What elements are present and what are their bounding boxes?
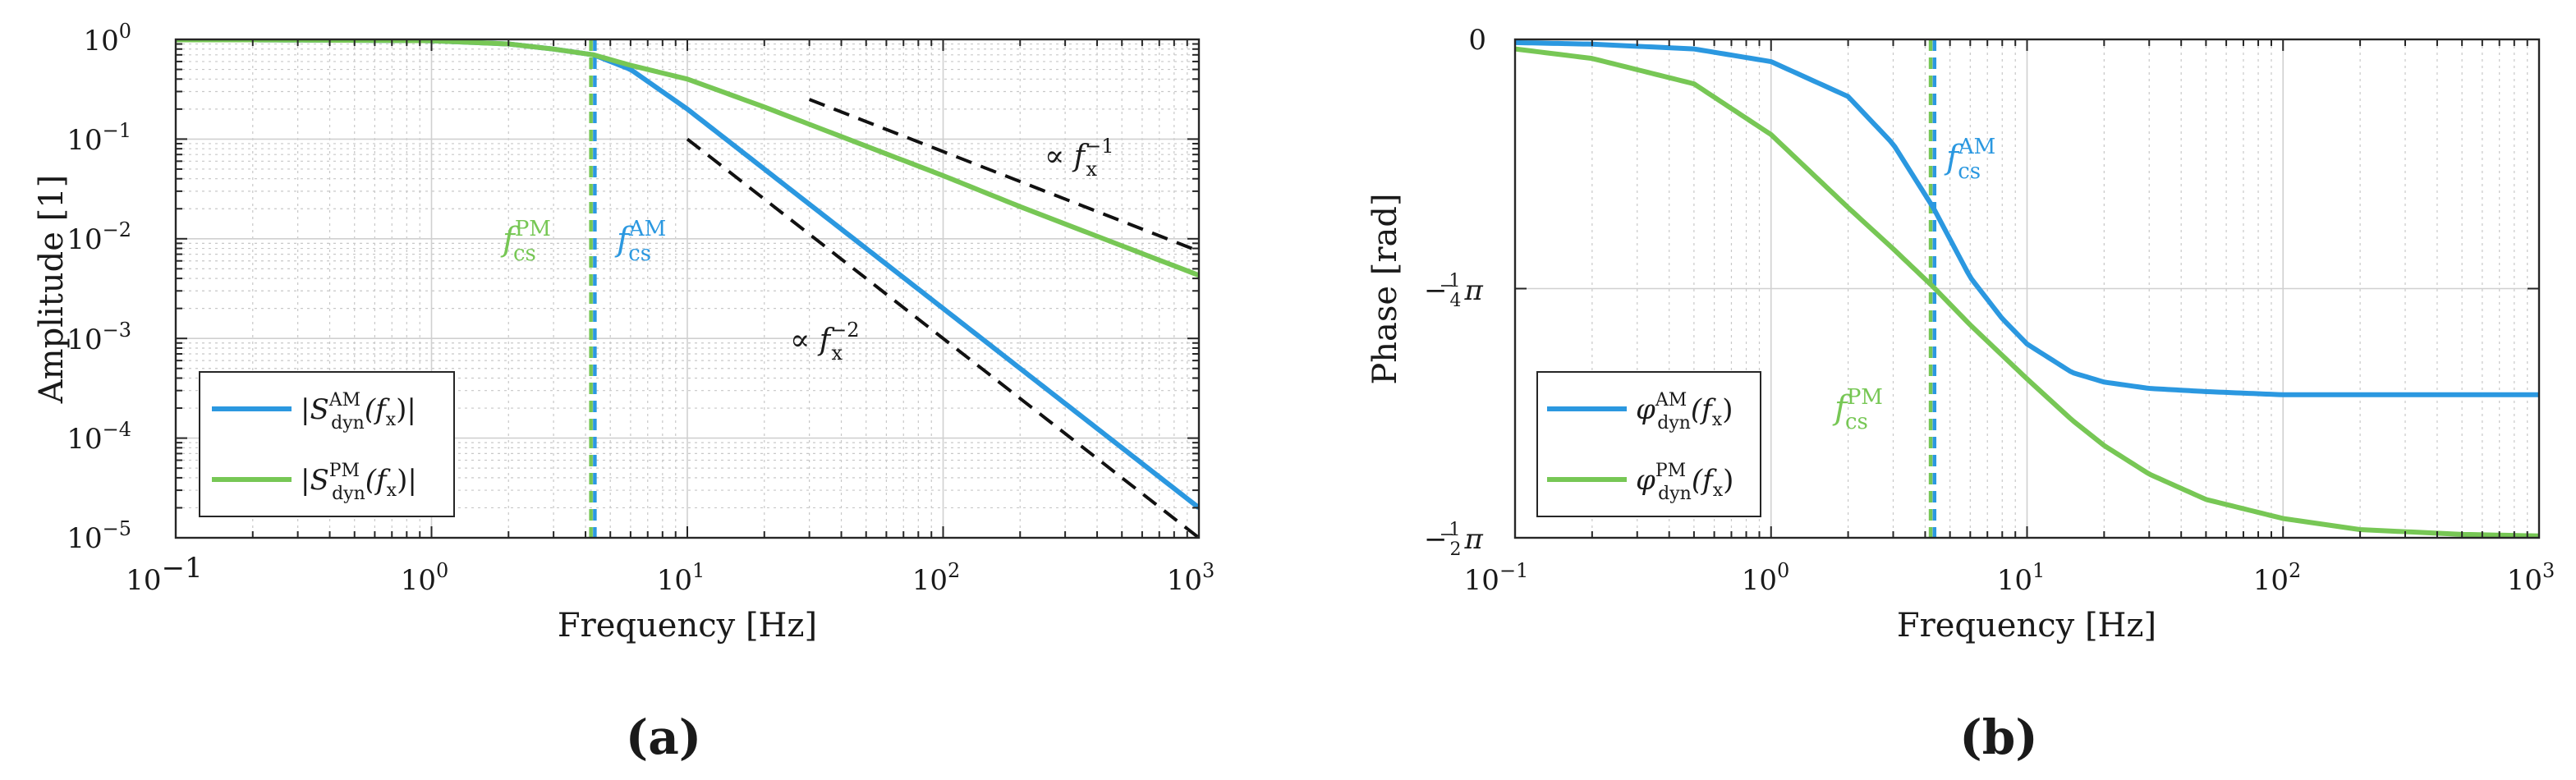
- phase-x-tick-labels: 10−1 100 101 102 103: [1464, 559, 2555, 597]
- legend-entry-pm: |SPM dyn(fx)|: [301, 461, 417, 504]
- x-tick-label: 101: [657, 559, 705, 597]
- panel-label-a: (a): [626, 709, 701, 765]
- phase-series: [1515, 39, 2539, 538]
- phase-y-tick-labels: −1 2 π −1 4 π 0: [1424, 24, 1486, 560]
- slope-reference-line: [686, 137, 1199, 538]
- y-tick-label: 10−2: [67, 218, 131, 256]
- legend-box: [199, 371, 455, 517]
- phase-x-axis-label: Frequency [Hz]: [1897, 607, 2156, 645]
- y-tick-label-zero: 0: [1468, 24, 1486, 57]
- y-tick-label: 10−4: [67, 418, 131, 456]
- legend-box: [1536, 371, 1761, 517]
- x-tick-label: 10−1: [126, 552, 202, 597]
- fcs-am-annotation: fAM cs: [614, 217, 666, 266]
- phase-cutoff-lines: [1928, 39, 1937, 538]
- fcs-am-annotation: fAM cs: [1944, 135, 1995, 184]
- legend-entry-am: |SAM dyn(fx)|: [301, 390, 416, 434]
- series-am-line: [1515, 39, 2539, 397]
- y-tick-label-minus-half-pi: −1 2 π: [1424, 520, 1484, 560]
- phase-y-axis-label: Phase [rad]: [1366, 193, 1404, 384]
- x-tick-label: 101: [1997, 559, 2046, 597]
- x-tick-label: 102: [2253, 559, 2302, 597]
- amplitude-chart: 10−1 100 101 102 103 10−5 10−4 10−3 10−2…: [33, 20, 1215, 765]
- amplitude-legend: |SAM dyn(fx)| |SPM dyn(fx)|: [199, 371, 455, 517]
- proportional-f-minus-1-annotation: ∝ f−1 x: [1045, 135, 1114, 181]
- phase-legend: φAM dyn(fx) φPM dyn(fx): [1536, 371, 1761, 517]
- panel-label-b: (b): [1959, 709, 2037, 765]
- phase-tick-marks: [1514, 39, 2539, 539]
- x-tick-label: 100: [401, 559, 449, 597]
- x-tick-label: 10−1: [1464, 559, 1529, 597]
- y-tick-label: 10−1: [67, 119, 131, 157]
- fcs-pm-annotation: fPM cs: [1832, 385, 1883, 434]
- amplitude-y-tick-labels: 10−5 10−4 10−3 10−2 10−1 100: [67, 20, 131, 555]
- phase-chart: 10−1 100 101 102 103 −1 2 π −1 4 π 0 Frequen…: [1366, 24, 2555, 765]
- proportional-f-minus-2-annotation: ∝ f−2 x: [790, 319, 860, 365]
- x-tick-label: 102: [912, 559, 961, 597]
- y-tick-label: 10−5: [67, 517, 131, 555]
- x-tick-label: 100: [1742, 559, 1790, 597]
- y-tick-label: 10−3: [67, 319, 131, 356]
- amplitude-y-axis-label: Amplitude [1]: [33, 175, 71, 405]
- series-pm-line: [1515, 46, 2539, 538]
- x-tick-label: 103: [1167, 559, 1215, 597]
- amplitude-x-axis-label: Frequency [Hz]: [558, 607, 817, 645]
- x-tick-label: 103: [2507, 559, 2555, 597]
- slope-reference-line: [808, 98, 1199, 253]
- amplitude-cutoff-lines: [589, 39, 597, 538]
- y-tick-label-minus-quarter-pi: −1 4 π: [1424, 271, 1484, 311]
- y-tick-label: 100: [83, 20, 131, 57]
- amplitude-reference-lines: [686, 98, 1199, 538]
- amplitude-tick-marks: [175, 39, 1199, 539]
- amplitude-x-tick-labels: 10−1 100 101 102 103: [126, 552, 1215, 597]
- fcs-pm-annotation: fPM cs: [500, 217, 551, 266]
- legend-entry-am: φAM dyn(fx): [1636, 390, 1733, 434]
